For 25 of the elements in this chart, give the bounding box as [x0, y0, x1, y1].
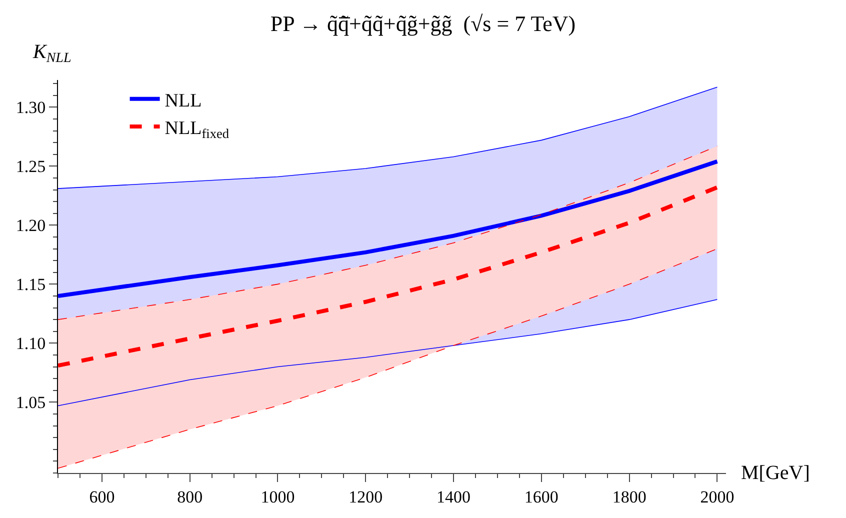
y-tick-label: 1.10 — [16, 334, 46, 354]
line-series — [58, 185, 720, 368]
x-tick-label: 1600 — [524, 487, 558, 506]
y-tick-label: 1.20 — [16, 216, 46, 236]
x-tick-label: 800 — [177, 487, 203, 506]
x-axis-title: M[GeV] — [741, 462, 810, 484]
x-tick-label: 1000 — [260, 487, 295, 506]
legend-label: NLL — [164, 90, 202, 112]
x-tick-label: 600 — [89, 487, 115, 506]
y-tick-label: 1.30 — [16, 98, 46, 118]
x-tick-label: 1400 — [436, 487, 471, 506]
x-tick-label: 2000 — [700, 487, 734, 506]
y-axis-title: K$_{NLL}$ — [32, 41, 72, 66]
y-tick-label: 1.05 — [16, 393, 46, 412]
line-series — [58, 299, 718, 406]
line-series — [58, 86, 718, 189]
legend-label: NLL$_{fixed}$ — [164, 118, 230, 141]
line-series — [58, 146, 718, 320]
y-tick-label: 1.25 — [16, 157, 46, 176]
line-series — [58, 159, 720, 298]
x-tick-label: 1200 — [348, 487, 383, 506]
chart-title: PP → q̃q̃̅+q̃q̃+q̃g̃+g̃g̃ (√s = 7 TeV) — [270, 10, 576, 36]
line-series — [58, 248, 718, 469]
x-tick-label: 1800 — [612, 487, 646, 506]
y-tick-label: 1.15 — [16, 275, 46, 294]
